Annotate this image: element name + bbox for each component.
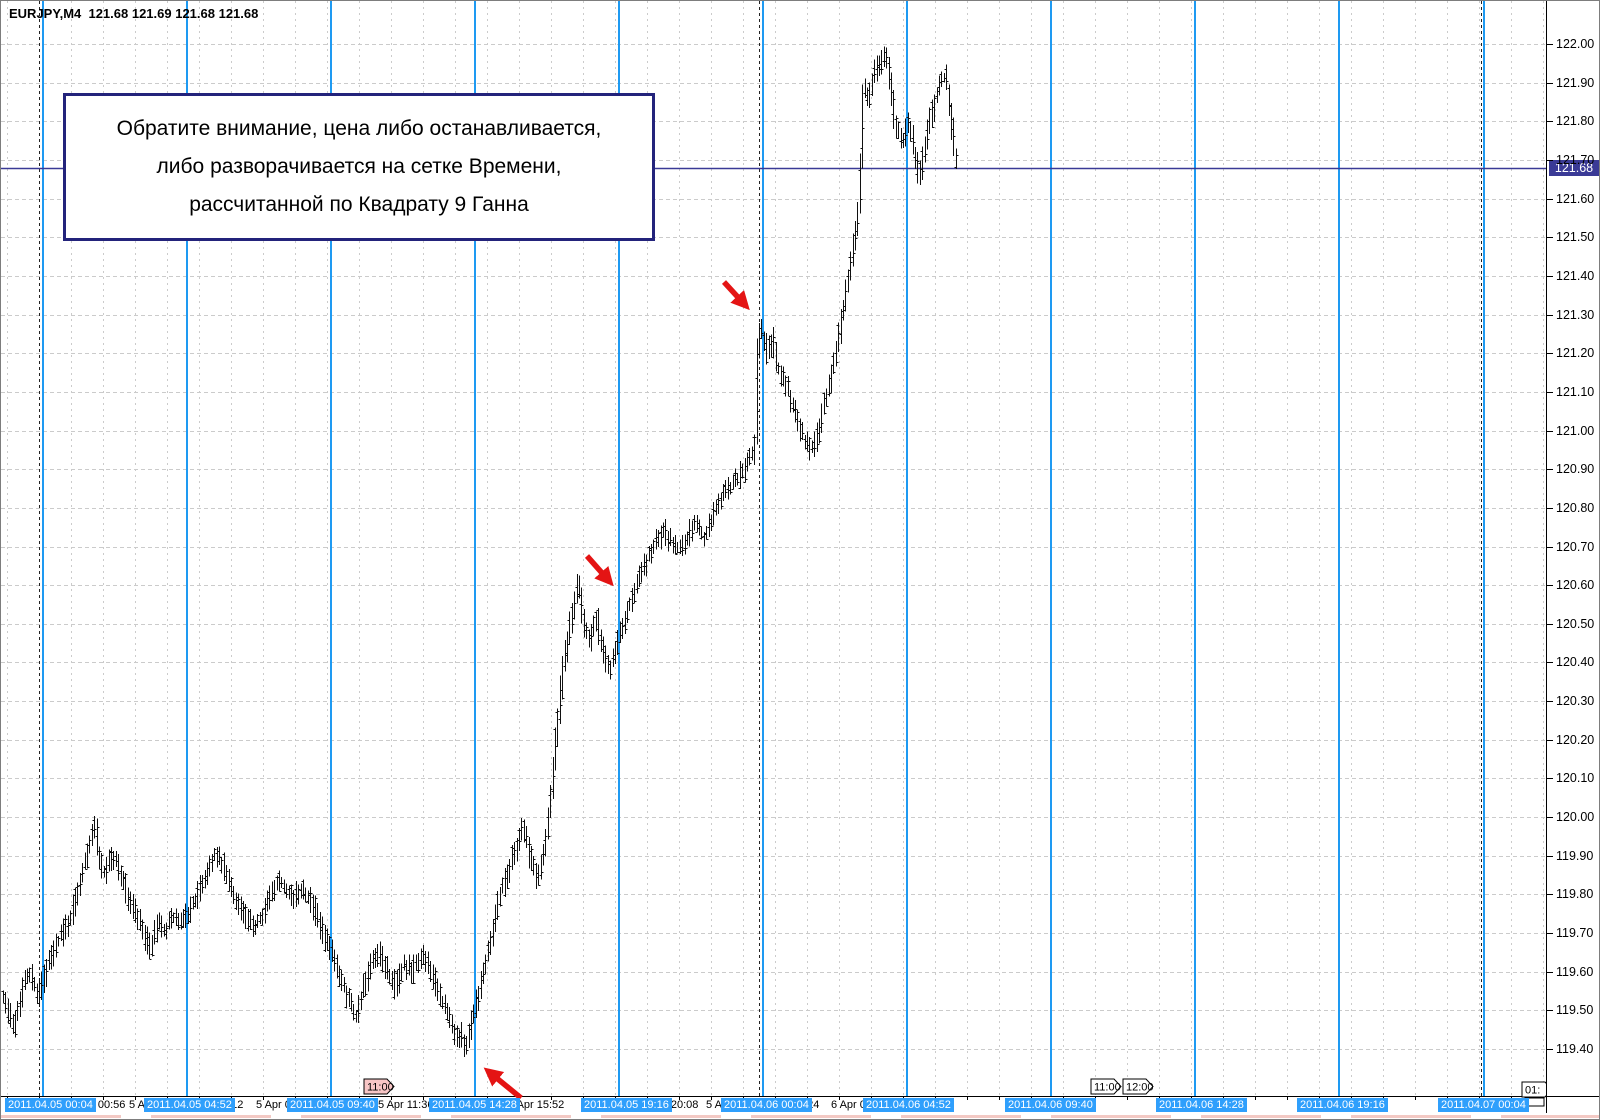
price-tick-label: 120.70 bbox=[1556, 540, 1595, 554]
price-tick-label: 121.10 bbox=[1556, 385, 1595, 399]
price-tick-label: 120.40 bbox=[1556, 655, 1595, 669]
red-arrow[interactable] bbox=[721, 280, 750, 311]
annotation-line-1: Обратите внимание, цена либо останавлива… bbox=[116, 117, 602, 140]
gann-time-label: 2011.04.05 04:52 bbox=[144, 1098, 235, 1112]
price-tick bbox=[1547, 701, 1553, 702]
svg-text:11:00: 11:00 bbox=[367, 1082, 394, 1094]
price-tick bbox=[1547, 1010, 1553, 1011]
time-tick-label: 5 A bbox=[706, 1099, 722, 1111]
price-tick bbox=[1547, 44, 1553, 45]
price-tick bbox=[1547, 1049, 1553, 1050]
price-tick-label: 122.00 bbox=[1556, 37, 1595, 51]
price-tick-label: 119.60 bbox=[1556, 965, 1594, 979]
gann-time-label: 2011.04.05 19:16 bbox=[581, 1098, 672, 1112]
gann-time-label: 2011.04.06 14:28 bbox=[1156, 1098, 1247, 1112]
price-tick bbox=[1547, 469, 1553, 470]
gann-time-label: 2011.04.05 14:28 bbox=[429, 1098, 520, 1112]
current-price-badge: 121.68 bbox=[1549, 160, 1599, 176]
price-tick-label: 119.80 bbox=[1556, 887, 1594, 901]
axis-corner-line bbox=[1547, 1096, 1599, 1097]
price-tick-label: 120.30 bbox=[1556, 694, 1595, 708]
price-tick bbox=[1547, 199, 1553, 200]
gann-time-label: 2011.04.07 00:04 bbox=[1438, 1098, 1529, 1112]
time-tick-label: 5 A bbox=[129, 1099, 145, 1111]
price-tick-label: 121.00 bbox=[1556, 424, 1595, 438]
price-tick-label: 119.50 bbox=[1556, 1003, 1594, 1017]
price-tick bbox=[1547, 392, 1553, 393]
annotation-line-2: либо разворачивается на сетке Времени, bbox=[156, 155, 562, 178]
price-tick bbox=[1547, 547, 1553, 548]
time-axis[interactable]: pr 00:565 A5:125 Apr 035 Apr 11:365 Apr … bbox=[1, 1097, 1546, 1113]
price-tick-label: 120.10 bbox=[1556, 771, 1595, 785]
price-tick bbox=[1547, 933, 1553, 934]
price-tick bbox=[1547, 585, 1553, 586]
price-tick-label: 119.40 bbox=[1556, 1042, 1594, 1056]
time-flag: 01: bbox=[1521, 1081, 1553, 1107]
svg-text:11:00: 11:00 bbox=[1094, 1082, 1121, 1094]
price-tick-label: 121.70 bbox=[1556, 153, 1595, 167]
price-tick bbox=[1547, 740, 1553, 741]
time-flag: 12:00 bbox=[1122, 1078, 1154, 1095]
price-tick bbox=[1547, 894, 1553, 895]
price-tick bbox=[1547, 315, 1553, 316]
time-tick-label: 6 Apr 0 bbox=[831, 1099, 866, 1111]
price-tick-label: 120.00 bbox=[1556, 810, 1595, 824]
time-tick-label: 5 Apr 15:52 bbox=[508, 1099, 565, 1111]
price-tick-label: 121.30 bbox=[1556, 308, 1595, 322]
price-tick bbox=[1547, 160, 1553, 161]
annotation-box[interactable]: Обратите внимание, цена либо останавлива… bbox=[63, 93, 655, 241]
price-tick-label: 120.20 bbox=[1556, 733, 1595, 747]
price-tick bbox=[1547, 662, 1553, 663]
price-tick-label: 119.90 bbox=[1556, 849, 1594, 863]
price-tick-label: 120.90 bbox=[1556, 462, 1595, 476]
price-tick bbox=[1547, 972, 1553, 973]
price-tick-label: 120.60 bbox=[1556, 578, 1595, 592]
time-flag: 11:00 bbox=[1090, 1078, 1122, 1095]
price-tick bbox=[1547, 353, 1553, 354]
price-tick bbox=[1547, 778, 1553, 779]
price-tick bbox=[1547, 276, 1553, 277]
red-arrow[interactable] bbox=[483, 1067, 523, 1101]
time-tick-label: 5 Apr 0 bbox=[256, 1099, 291, 1111]
price-tick-label: 121.40 bbox=[1556, 269, 1595, 283]
window-bottom-edge bbox=[1, 1113, 1599, 1119]
ohlc-bars bbox=[1, 46, 959, 1058]
price-tick-label: 121.80 bbox=[1556, 114, 1595, 128]
price-tick-label: 120.50 bbox=[1556, 617, 1595, 631]
annotation-line-3: рассчитанной по Квадрату 9 Ганна bbox=[189, 193, 529, 216]
gann-time-label: 2011.04.05 09:40 bbox=[287, 1098, 378, 1112]
chart-title: EURJPY,M4 121.68 121.69 121.68 121.68 bbox=[9, 6, 259, 21]
bottom-edge-line bbox=[1, 1115, 1599, 1118]
price-tick bbox=[1547, 431, 1553, 432]
price-tick-label: 121.60 bbox=[1556, 192, 1595, 206]
price-tick-label: 121.50 bbox=[1556, 230, 1595, 244]
svg-text:01:: 01: bbox=[1525, 1085, 1540, 1097]
svg-text:12:00: 12:00 bbox=[1126, 1082, 1154, 1094]
price-tick bbox=[1547, 83, 1553, 84]
grid-vertical bbox=[7, 1, 1544, 1096]
price-tick bbox=[1547, 121, 1553, 122]
price-tick-label: 119.70 bbox=[1556, 926, 1594, 940]
price-tick bbox=[1547, 508, 1553, 509]
gann-time-label: 2011.04.06 00:04 bbox=[721, 1098, 812, 1112]
time-tick-label: 5 Apr 11:36 bbox=[378, 1099, 434, 1111]
gann-time-label: 2011.04.06 04:52 bbox=[863, 1098, 954, 1112]
price-tick bbox=[1547, 237, 1553, 238]
gann-time-label: 2011.04.05 00:04 bbox=[5, 1098, 96, 1112]
price-tick-label: 121.20 bbox=[1556, 346, 1595, 360]
time-flag: 11:00 bbox=[363, 1078, 395, 1095]
gann-time-label: 2011.04.06 19:16 bbox=[1297, 1098, 1388, 1112]
price-axis[interactable]: 121.68 119.40 119.50 119.60 119.70 119.80 119… bbox=[1546, 1, 1599, 1119]
price-tick bbox=[1547, 817, 1553, 818]
price-tick bbox=[1547, 624, 1553, 625]
price-tick-label: 121.90 bbox=[1556, 76, 1595, 90]
gann-time-label: 2011.04.06 09:40 bbox=[1005, 1098, 1096, 1112]
price-tick bbox=[1547, 856, 1553, 857]
red-arrow[interactable] bbox=[584, 554, 614, 587]
price-tick-label: 120.80 bbox=[1556, 501, 1595, 515]
